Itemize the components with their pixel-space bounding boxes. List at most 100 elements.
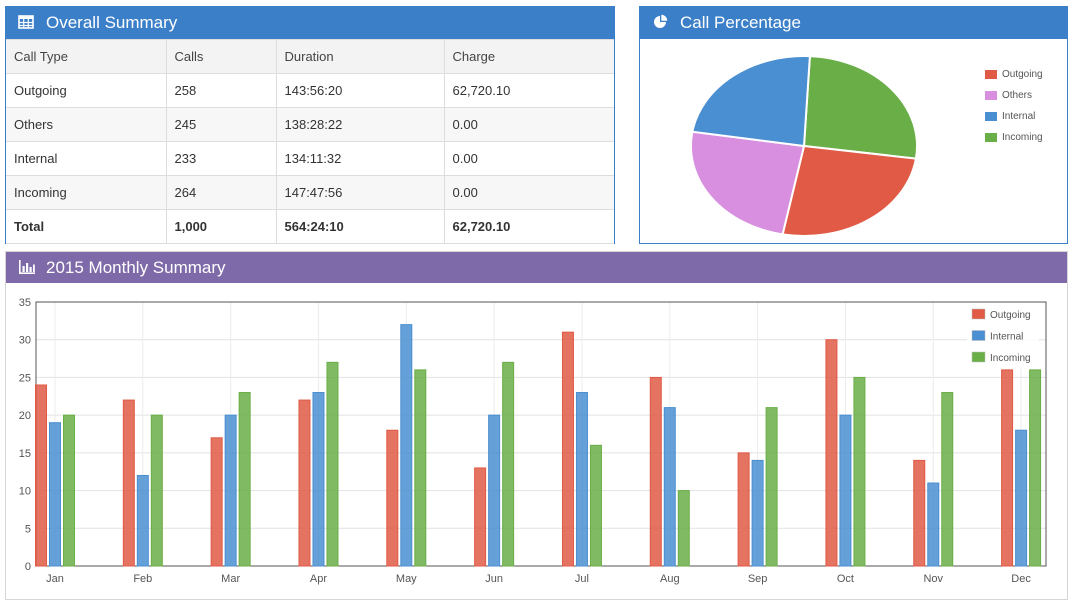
bar-incoming-jul [589, 444, 602, 567]
cell-call-type: Outgoing [6, 73, 167, 108]
cell-duration: 138:28:22 [275, 107, 445, 142]
cell-duration: 147:47:56 [275, 175, 445, 210]
legend-swatch [985, 133, 997, 142]
bar-incoming-mar [238, 392, 251, 567]
cell-calls: 258 [165, 73, 277, 108]
pie-legend: Outgoing Others Internal Incoming [985, 64, 1043, 148]
bar-outgoing-apr [298, 399, 311, 567]
bar-legend-swatch-outgoing [971, 308, 986, 320]
pie-legend-item-incoming: Incoming [985, 127, 1043, 148]
bar-incoming-jun [502, 361, 515, 567]
bar-outgoing-oct [825, 339, 838, 567]
bar-legend-label-outgoing: Outgoing [990, 310, 1031, 321]
cell-charge: 62,720.10 [443, 73, 614, 108]
y-tick-label: 30 [19, 335, 31, 347]
cell-call-type: Incoming [6, 175, 167, 210]
x-tick-label: Apr [310, 573, 327, 585]
bar-outgoing-jul [561, 331, 574, 567]
bar-outgoing-jan [35, 384, 47, 567]
x-tick-label: May [396, 573, 417, 585]
cell-calls: 264 [165, 175, 277, 210]
legend-swatch [985, 91, 997, 100]
x-tick-label: Oct [837, 573, 854, 585]
bar-incoming-dec [1029, 369, 1042, 567]
bar-legend-label-internal: Internal [990, 332, 1023, 343]
pie-legend-item-others: Others [985, 85, 1043, 106]
cell-calls: 245 [165, 107, 277, 142]
cell-calls: 233 [165, 141, 277, 176]
y-tick-label: 15 [19, 448, 31, 460]
bar-incoming-sep [765, 407, 778, 567]
cell-duration: 143:56:20 [275, 73, 445, 108]
bar-incoming-feb [150, 414, 163, 567]
bar-legend-swatch-incoming [971, 351, 986, 363]
table-total-row: Total 1,000 564:24:10 62,720.10 [6, 209, 614, 244]
y-tick-label: 20 [19, 410, 31, 422]
call-percentage-panel: Call Percentage Outgoing Others Internal In… [639, 6, 1068, 244]
pie-chart [689, 55, 919, 237]
bar-internal-feb [136, 474, 149, 567]
legend-label: Others [1002, 90, 1033, 101]
bar-internal-mar [224, 414, 237, 567]
y-tick-label: 0 [25, 561, 31, 573]
y-tick-label: 35 [19, 297, 31, 309]
bar-internal-apr [312, 392, 325, 567]
column-header-charge: Charge [443, 39, 614, 74]
x-tick-label: Jul [575, 573, 589, 585]
x-tick-label: Nov [923, 573, 943, 585]
bar-internal-dec [1015, 429, 1028, 567]
y-tick-label: 10 [19, 486, 31, 498]
cell-call-type: Internal [6, 141, 167, 176]
legend-label: Outgoing [1002, 69, 1043, 80]
bar-outgoing-may [386, 429, 399, 567]
cell-duration: 134:11:32 [275, 141, 445, 176]
bar-outgoing-sep [737, 452, 750, 567]
bar-outgoing-mar [210, 437, 223, 567]
bar-outgoing-nov [913, 459, 926, 567]
pie-slice-outgoing [781, 144, 918, 237]
total-label: Total [6, 209, 167, 244]
table-row: Internal 233 134:11:32 0.00 [6, 141, 614, 176]
bar-outgoing-feb [122, 399, 135, 567]
bar-internal-sep [751, 459, 764, 567]
bar-internal-jun [488, 414, 501, 567]
table-row: Outgoing 258 143:56:20 62,720.10 [6, 73, 614, 108]
bar-incoming-aug [677, 490, 690, 567]
monthly-bar-chart: 0 5 10 15 20 25 30 35 Jan Feb Mar Apr May Jun Jul Aug Se… [19, 297, 1047, 585]
bar-incoming-nov [941, 392, 954, 567]
bar-outgoing-jun [474, 467, 487, 567]
pie-slice-incoming [802, 55, 919, 160]
overall-summary-header: Overall Summary [6, 7, 614, 39]
bar-internal-jan [49, 422, 61, 567]
bar-internal-jul [575, 392, 588, 567]
bar-legend-swatch-internal [971, 330, 986, 341]
column-header-call-type: Call Type [6, 39, 167, 74]
x-tick-label: Feb [133, 573, 152, 585]
y-tick-label: 25 [19, 372, 31, 384]
legend-swatch [985, 70, 997, 79]
legend-label: Internal [1002, 111, 1036, 122]
total-calls: 1,000 [165, 209, 277, 244]
total-charge: 62,720.10 [443, 209, 614, 244]
monthly-summary-header: 2015 Monthly Summary [6, 252, 1067, 283]
bar-incoming-apr [326, 361, 339, 567]
table-icon [18, 14, 36, 32]
bar-internal-oct [839, 414, 852, 567]
total-duration: 564:24:10 [275, 209, 445, 244]
monthly-summary-title: 2015 Monthly Summary [46, 257, 226, 277]
bar-legend-label-incoming: Incoming [990, 353, 1031, 364]
pie-slice-internal [691, 55, 811, 148]
call-percentage-title: Call Percentage [680, 13, 801, 32]
y-tick-label: 5 [25, 523, 31, 535]
cell-charge: 0.00 [443, 175, 614, 210]
x-tick-label: Aug [660, 573, 680, 585]
x-tick-label: Jun [485, 573, 503, 585]
cell-charge: 0.00 [443, 107, 614, 142]
column-header-duration: Duration [275, 39, 445, 74]
bar-internal-aug [663, 407, 676, 567]
pie-slice-others [689, 130, 806, 236]
table-row: Others 245 138:28:22 0.00 [6, 107, 614, 142]
bar-outgoing-dec [1001, 369, 1014, 567]
x-tick-label: Sep [748, 573, 768, 585]
cell-call-type: Others [6, 107, 167, 142]
